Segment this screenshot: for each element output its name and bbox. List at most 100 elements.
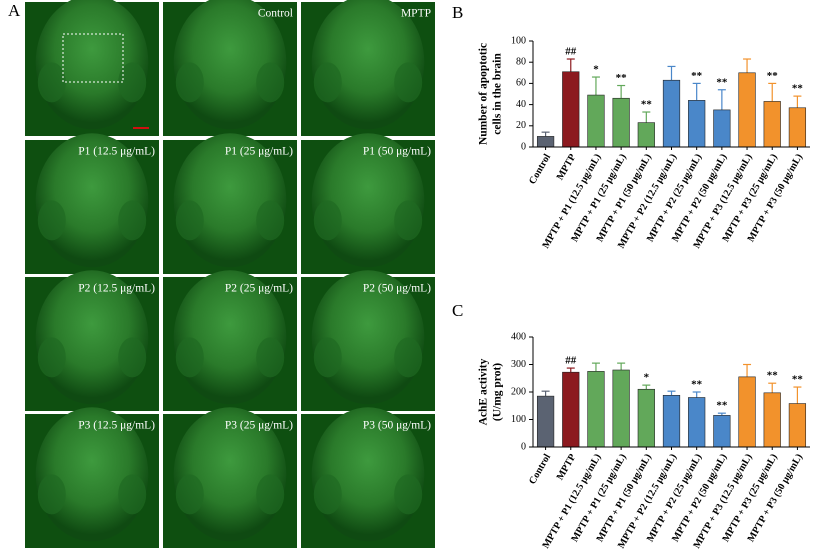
fish-eye bbox=[37, 200, 66, 241]
panel-label: C bbox=[452, 301, 463, 320]
bar bbox=[662, 79, 681, 148]
image-caption: MPTP bbox=[401, 8, 431, 20]
fish-eye bbox=[394, 337, 423, 378]
fish-eye bbox=[256, 200, 285, 241]
fish-eye bbox=[175, 62, 204, 103]
x-tick-label: MPTP bbox=[555, 152, 579, 182]
bar bbox=[713, 415, 731, 448]
fish-head bbox=[173, 133, 287, 268]
y-tick-label: 60 bbox=[516, 78, 526, 89]
bar bbox=[637, 122, 655, 148]
bar bbox=[788, 107, 807, 148]
significance-label: * bbox=[593, 64, 599, 76]
fish-eye bbox=[175, 474, 204, 515]
y-tick-label: 0 bbox=[521, 441, 526, 452]
image-caption: P3 (50 μg/mL) bbox=[363, 420, 431, 432]
image-caption: P1 (25 μg/mL) bbox=[225, 146, 293, 158]
y-tick-label: 300 bbox=[511, 359, 526, 370]
image-caption: P3 (12.5 μg/mL) bbox=[78, 420, 155, 432]
image-caption: P2 (25 μg/mL) bbox=[225, 283, 293, 295]
bar bbox=[612, 369, 630, 448]
y-axis-label: AchE activity bbox=[478, 358, 490, 425]
fish-eye bbox=[313, 474, 342, 515]
significance-label: ** bbox=[716, 400, 728, 412]
fish-eye bbox=[394, 200, 423, 241]
fish-eye bbox=[394, 474, 423, 515]
y-tick-label: 40 bbox=[516, 99, 526, 110]
fish-head bbox=[173, 407, 287, 542]
image-caption: P2 (50 μg/mL) bbox=[363, 283, 431, 295]
fish-head bbox=[35, 270, 149, 405]
significance-label: ## bbox=[565, 355, 577, 367]
y-tick-label: 200 bbox=[511, 386, 526, 397]
significance-label: ** bbox=[691, 379, 703, 391]
bar bbox=[763, 101, 781, 148]
y-tick-label: 100 bbox=[511, 414, 526, 425]
significance-label: ** bbox=[641, 99, 653, 111]
fish-head bbox=[35, 133, 149, 268]
significance-label: ** bbox=[792, 374, 804, 386]
panel-label: A bbox=[8, 1, 21, 20]
bar bbox=[536, 136, 555, 148]
fish-head bbox=[35, 407, 149, 542]
y-axis-label: (U/mg prot) bbox=[492, 363, 504, 421]
image-caption: P2 (12.5 μg/mL) bbox=[78, 283, 155, 295]
bar bbox=[612, 97, 630, 148]
fish-eye bbox=[313, 62, 342, 103]
bar bbox=[562, 71, 580, 148]
bar bbox=[738, 72, 756, 148]
x-tick-label: Control bbox=[527, 152, 553, 186]
bar bbox=[713, 109, 731, 148]
y-tick-label: 0 bbox=[521, 141, 526, 152]
y-tick-label: 100 bbox=[511, 35, 526, 46]
significance-label: ** bbox=[691, 70, 703, 82]
fish-eye bbox=[118, 337, 147, 378]
bar bbox=[662, 394, 681, 448]
fish-eye bbox=[118, 474, 147, 515]
fish-eye bbox=[37, 337, 66, 378]
significance-label: ** bbox=[767, 370, 779, 382]
image-caption: P1 (12.5 μg/mL) bbox=[78, 146, 155, 158]
fish-eye bbox=[256, 62, 285, 103]
significance-label: ** bbox=[792, 83, 804, 95]
y-tick-label: 80 bbox=[516, 56, 526, 67]
fish-eye bbox=[118, 200, 147, 241]
image-caption: Control bbox=[258, 8, 293, 20]
fish-eye bbox=[256, 474, 285, 515]
fish-head bbox=[311, 133, 425, 268]
y-axis-label: Number of apoptotic bbox=[478, 43, 490, 145]
x-tick-label: Control bbox=[527, 452, 553, 486]
bar bbox=[587, 94, 605, 148]
roi-box bbox=[62, 33, 124, 83]
x-tick-label: MPTP bbox=[555, 452, 579, 482]
significance-label: ** bbox=[767, 70, 779, 82]
panel-label: B bbox=[452, 3, 463, 22]
bar bbox=[562, 371, 580, 448]
bar bbox=[536, 395, 555, 448]
bar bbox=[738, 376, 756, 448]
image-caption: P3 (25 μg/mL) bbox=[225, 420, 293, 432]
significance-label: * bbox=[644, 372, 650, 384]
fish-eye bbox=[118, 62, 147, 103]
fish-eye bbox=[313, 337, 342, 378]
fish-eye bbox=[313, 200, 342, 241]
fish-eye bbox=[175, 337, 204, 378]
fish-head bbox=[311, 0, 425, 130]
significance-label: ** bbox=[716, 76, 728, 88]
fish-head bbox=[35, 0, 149, 130]
significance-label: ** bbox=[616, 72, 628, 84]
fish-eye bbox=[37, 474, 66, 515]
fish-head bbox=[173, 0, 287, 130]
bar bbox=[788, 403, 807, 448]
fish-eye bbox=[37, 62, 66, 103]
fish-head bbox=[311, 270, 425, 405]
y-axis-label: cells in the brain bbox=[492, 53, 504, 135]
y-tick-label: 20 bbox=[516, 120, 526, 131]
bar bbox=[688, 100, 706, 148]
fish-eye bbox=[256, 337, 285, 378]
bar bbox=[688, 397, 706, 448]
bar bbox=[637, 388, 655, 448]
bar bbox=[587, 371, 605, 448]
fish-head bbox=[173, 270, 287, 405]
